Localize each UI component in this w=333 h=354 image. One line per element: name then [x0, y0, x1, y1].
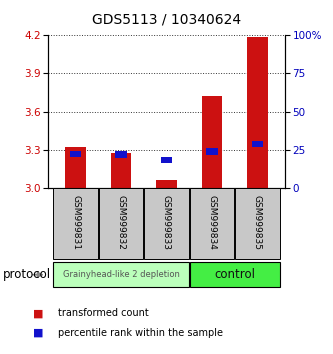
FancyBboxPatch shape — [235, 188, 280, 259]
FancyBboxPatch shape — [53, 188, 98, 259]
Bar — [156, 180, 177, 188]
Text: GSM999832: GSM999832 — [117, 195, 126, 250]
Bar — [206, 148, 217, 155]
Bar — [252, 141, 263, 147]
Bar — [116, 152, 127, 158]
Text: GSM999835: GSM999835 — [253, 195, 262, 250]
FancyBboxPatch shape — [99, 188, 143, 259]
Text: GDS5113 / 10340624: GDS5113 / 10340624 — [92, 12, 241, 27]
Text: GSM999834: GSM999834 — [207, 195, 216, 250]
Text: protocol: protocol — [3, 268, 52, 281]
FancyBboxPatch shape — [190, 262, 280, 287]
Bar — [202, 96, 222, 188]
Text: GSM999831: GSM999831 — [71, 195, 80, 250]
Text: percentile rank within the sample: percentile rank within the sample — [58, 328, 223, 338]
Text: ■: ■ — [33, 308, 44, 318]
Text: transformed count: transformed count — [58, 308, 149, 318]
Bar — [161, 156, 172, 163]
FancyBboxPatch shape — [53, 262, 189, 287]
FancyBboxPatch shape — [190, 188, 234, 259]
Text: ■: ■ — [33, 328, 44, 338]
Bar — [65, 147, 86, 188]
Text: control: control — [214, 268, 255, 281]
Bar — [111, 153, 131, 188]
Text: Grainyhead-like 2 depletion: Grainyhead-like 2 depletion — [63, 270, 179, 279]
Bar — [247, 37, 268, 188]
Text: GSM999833: GSM999833 — [162, 195, 171, 250]
Bar — [70, 151, 81, 157]
FancyBboxPatch shape — [144, 188, 189, 259]
